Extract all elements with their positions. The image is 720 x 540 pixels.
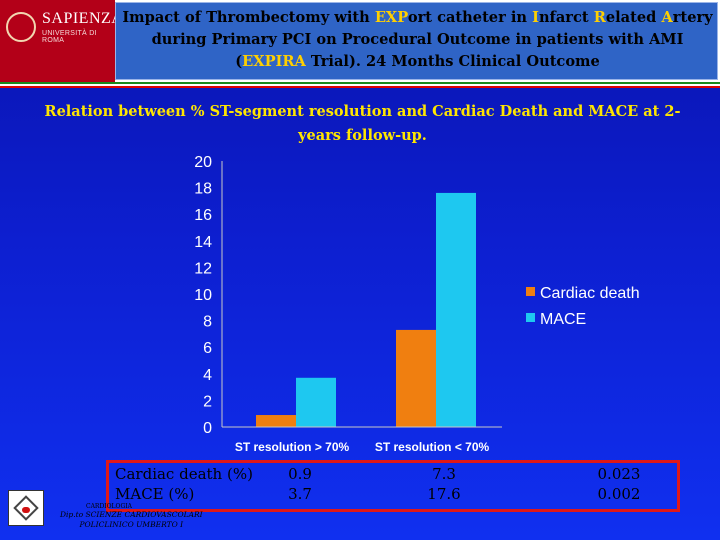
title-part: A: [661, 9, 673, 26]
chart-subtitle: Relation between % ST-segment resolution…: [44, 103, 681, 144]
title-part: ort catheter in: [407, 9, 533, 26]
y-tick-label: 14: [194, 234, 212, 251]
title-part: EXP: [374, 9, 408, 26]
y-tick-label: 12: [194, 260, 212, 277]
bar-cardiac-death: [256, 415, 296, 427]
y-tick-label: 10: [194, 287, 212, 304]
title-part: rtery during Primary PCI on Procedural O…: [151, 9, 713, 70]
table-row-label: Cardiac death (%): [115, 465, 253, 483]
title-part: EXPIRA: [242, 53, 306, 70]
x-category-label: ST resolution < 70%: [375, 440, 490, 454]
title-part: I: [532, 9, 539, 26]
bar-mace: [436, 192, 476, 427]
table-cell: 17.6: [427, 485, 461, 503]
legend-swatch: [526, 287, 535, 296]
x-category-label: ST resolution > 70%: [235, 440, 350, 454]
legend-swatch: [526, 313, 535, 322]
footer-small-text: CARDIOLOGIA: [86, 503, 132, 510]
table-cell: 0.023: [597, 465, 641, 483]
title-part: R: [593, 9, 606, 26]
y-tick-label: 8: [203, 314, 212, 331]
heart-icon: [22, 507, 30, 513]
y-tick-label: 18: [194, 181, 212, 198]
table-cell: 0.002: [597, 485, 641, 503]
y-tick-label: 20: [194, 154, 212, 171]
legend-label: MACE: [540, 311, 586, 328]
title-box: Impact of Thrombectomy with EXPort cathe…: [115, 2, 718, 80]
legend-label: Cardiac death: [540, 285, 640, 302]
footer-line-1: Dip.to SCIENZE CARDIOVASCOLARI: [60, 510, 203, 519]
logo-subtitle: UNIVERSITÀ DI ROMA: [42, 30, 97, 44]
university-logo: SAPIENZA UNIVERSITÀ DI ROMA: [0, 0, 123, 82]
table-cell: 0.9: [288, 465, 312, 483]
title-part: nfarct: [538, 9, 594, 26]
y-tick-label: 0: [203, 420, 212, 437]
department-logo: [8, 490, 44, 526]
title-part: elated: [605, 9, 662, 26]
footer-line-2: POLICLINICO UMBERTO I: [79, 520, 184, 529]
slide-title: Impact of Thrombectomy with EXPort cathe…: [116, 7, 719, 73]
flag-stripe: [0, 82, 720, 88]
bar-mace: [296, 377, 336, 427]
results-table: Cardiac death (%) 0.9 7.3 0.023 MACE (%) 3.7 1…: [106, 460, 680, 512]
y-tick-label: 2: [203, 393, 212, 410]
y-tick-label: 6: [203, 340, 212, 357]
bar-cardiac-death: [396, 329, 436, 427]
title-part: Impact of Thrombectomy with: [122, 9, 375, 26]
y-tick-label: 16: [194, 207, 212, 224]
logo-name: SAPIENZA: [42, 10, 124, 27]
table-cell: 7.3: [432, 465, 456, 483]
footer-text: Dip.to SCIENZE CARDIOVASCOLARI POLICLINI…: [60, 510, 203, 530]
table-cell: 3.7: [288, 485, 312, 503]
table-row-label: MACE (%): [115, 485, 195, 503]
y-tick-label: 4: [203, 367, 212, 384]
seal-icon: [6, 12, 36, 42]
title-part: Trial). 24 Months Clinical Outcome: [305, 53, 600, 70]
